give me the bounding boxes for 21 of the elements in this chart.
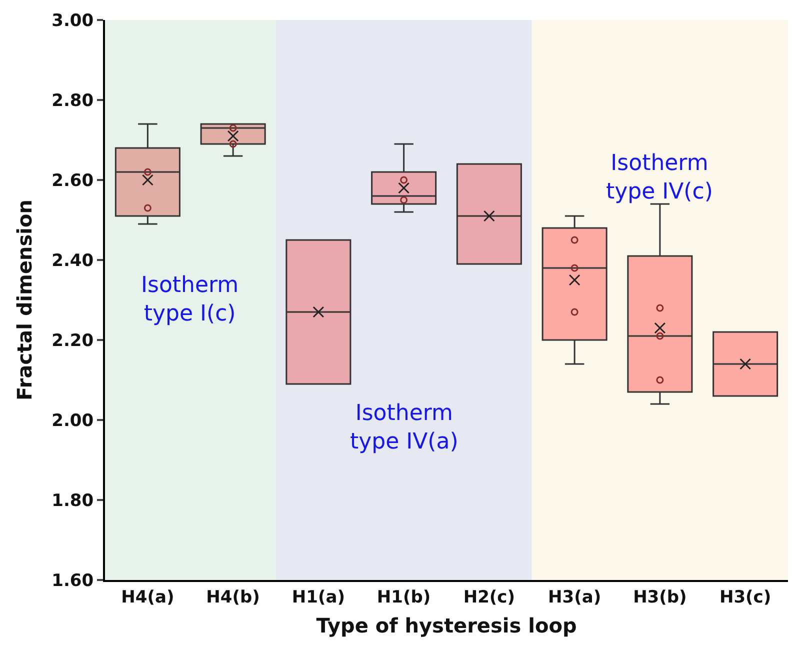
band-label: Isotherm type IV(a) [350,401,458,455]
y-tick-label: 2.00 [52,410,94,431]
x-tick-label: H3(a) [548,587,602,608]
y-tick-label: 2.40 [52,250,94,271]
x-tick-label: H2(c) [463,587,516,608]
band-label: Isotherm type I(c) [141,273,239,327]
y-tick-label: 2.80 [52,90,94,111]
x-tick-label: H3(b) [633,587,687,608]
x-tick-label: H1(a) [292,587,345,608]
x-tick-label: H4(b) [206,587,260,608]
x-tick-label: H4(a) [121,587,174,608]
x-axis-title: Type of hysteresis loop [316,613,577,638]
y-axis-title: Fractal dimension [12,199,37,401]
x-tick-label: H3(c) [719,587,772,608]
y-tick-label: 2.20 [52,330,94,351]
y-tick-label: 3.00 [52,10,94,31]
y-tick-label: 2.60 [52,170,94,191]
band-label: Isotherm type IV(c) [606,151,713,205]
x-tick-label: H1(b) [376,587,431,608]
y-tick-label: 1.60 [52,570,94,591]
y-tick-label: 1.80 [52,490,94,511]
